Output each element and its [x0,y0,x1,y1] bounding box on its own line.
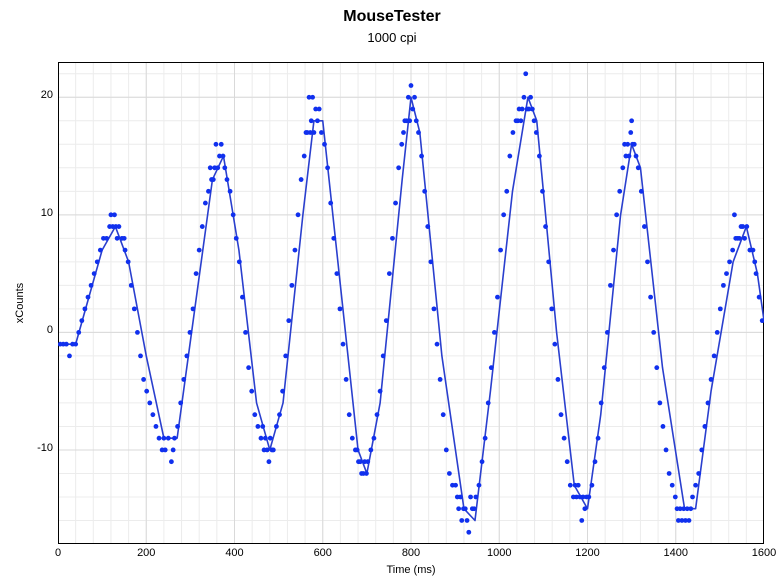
x-tick-label: 1200 [573,547,603,559]
x-tick-label: 1000 [484,547,514,559]
y-tick-label: -10 [37,442,53,454]
chart-plot [58,62,764,544]
y-tick-label: 10 [41,207,53,219]
chart-subtitle: 1000 cpi [0,30,784,45]
x-tick-label: 600 [308,547,338,559]
y-tick-label: 20 [41,89,53,101]
x-tick-label: 1400 [661,547,691,559]
x-tick-label: 800 [396,547,426,559]
chart-title: MouseTester [0,8,784,26]
x-tick-label: 0 [43,547,73,559]
y-axis-label: xCounts [14,273,26,333]
x-tick-label: 1600 [749,547,779,559]
x-axis-label: Time (ms) [58,564,764,576]
y-tick-label: 0 [47,324,53,336]
x-tick-label: 200 [131,547,161,559]
x-tick-label: 400 [220,547,250,559]
